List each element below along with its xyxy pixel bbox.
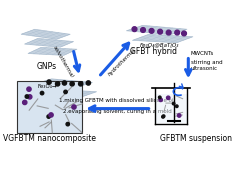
Circle shape [28,95,32,99]
Text: GF hybrid: GF hybrid [37,103,74,112]
Text: Fe₃O₄@BaTiO₃: Fe₃O₄@BaTiO₃ [140,43,179,48]
Circle shape [175,30,180,35]
Circle shape [47,115,50,118]
Circle shape [40,91,44,95]
Text: GNPs: GNPs [37,62,57,71]
Polygon shape [21,29,70,39]
Text: MWCNTs: MWCNTs [191,51,214,56]
Circle shape [162,115,165,117]
Circle shape [149,29,154,33]
Circle shape [27,87,31,91]
Text: GFBTM suspension: GFBTM suspension [160,134,232,143]
Circle shape [25,95,29,98]
Text: Fe₃O₄→: Fe₃O₄→ [37,84,57,89]
Text: VGFBTM nanocomposite: VGFBTM nanocomposite [3,134,96,143]
FancyBboxPatch shape [156,94,187,123]
Circle shape [166,30,171,35]
FancyBboxPatch shape [18,81,82,132]
Circle shape [49,113,53,117]
Circle shape [70,82,74,86]
Polygon shape [24,38,74,47]
Circle shape [158,29,163,34]
Circle shape [167,96,170,100]
Text: stirring and
ultrasonic: stirring and ultrasonic [191,60,223,71]
Circle shape [62,81,67,85]
Circle shape [162,115,164,118]
Polygon shape [132,34,193,43]
Polygon shape [36,79,92,87]
Circle shape [141,28,146,32]
Polygon shape [28,47,77,55]
Text: hydrothermal: hydrothermal [108,47,137,77]
Circle shape [72,105,76,109]
Circle shape [159,98,162,101]
Text: 2.evaporating solvent, curing in a mold: 2.evaporating solvent, curing in a mold [63,109,172,114]
Text: GFBT hybrid: GFBT hybrid [130,47,177,56]
Circle shape [47,80,51,84]
Circle shape [175,105,178,108]
Circle shape [86,81,91,85]
Circle shape [23,100,27,105]
Circle shape [182,31,187,36]
Circle shape [178,114,181,117]
Circle shape [78,82,83,86]
Circle shape [132,27,137,32]
Circle shape [159,96,161,99]
Polygon shape [41,90,97,97]
Text: solvothermal: solvothermal [52,45,74,78]
Circle shape [55,82,60,86]
Circle shape [172,102,175,105]
Polygon shape [126,25,187,35]
Circle shape [66,122,69,126]
Circle shape [64,90,67,94]
Text: 1.mixing GFBTM with dissolved silicone oil: 1.mixing GFBTM with dissolved silicone o… [59,98,175,103]
